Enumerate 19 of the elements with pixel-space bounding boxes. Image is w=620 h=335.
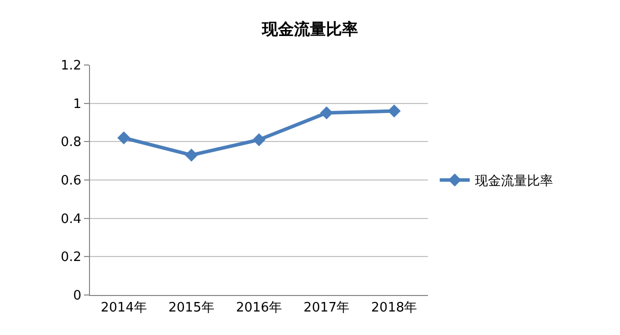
legend-label: 现金流量比率 bbox=[474, 173, 553, 190]
point bbox=[117, 131, 130, 144]
point bbox=[184, 148, 198, 162]
y-tick-label: 0.2 bbox=[60, 250, 82, 266]
y-tick-label: 0.4 bbox=[60, 212, 82, 227]
point bbox=[388, 104, 401, 118]
x-tick-label: 2016年 bbox=[236, 300, 282, 316]
x-tick-label: 2015年 bbox=[168, 300, 214, 316]
point bbox=[320, 106, 334, 120]
x-tick-label: 2017年 bbox=[304, 300, 350, 316]
y-tick-label: 1 bbox=[73, 96, 82, 112]
x-tick-label: 2014年 bbox=[100, 300, 147, 316]
y-tick-label: 1.2 bbox=[60, 58, 82, 74]
y-tick-label: 0.8 bbox=[60, 135, 82, 150]
point bbox=[252, 133, 266, 146]
chart-title: 现金流量比率 bbox=[261, 20, 358, 39]
y-tick-label: 0 bbox=[73, 288, 82, 304]
y-tick-label: 0.6 bbox=[60, 174, 82, 189]
x-tick-label: 2018年 bbox=[371, 300, 418, 316]
